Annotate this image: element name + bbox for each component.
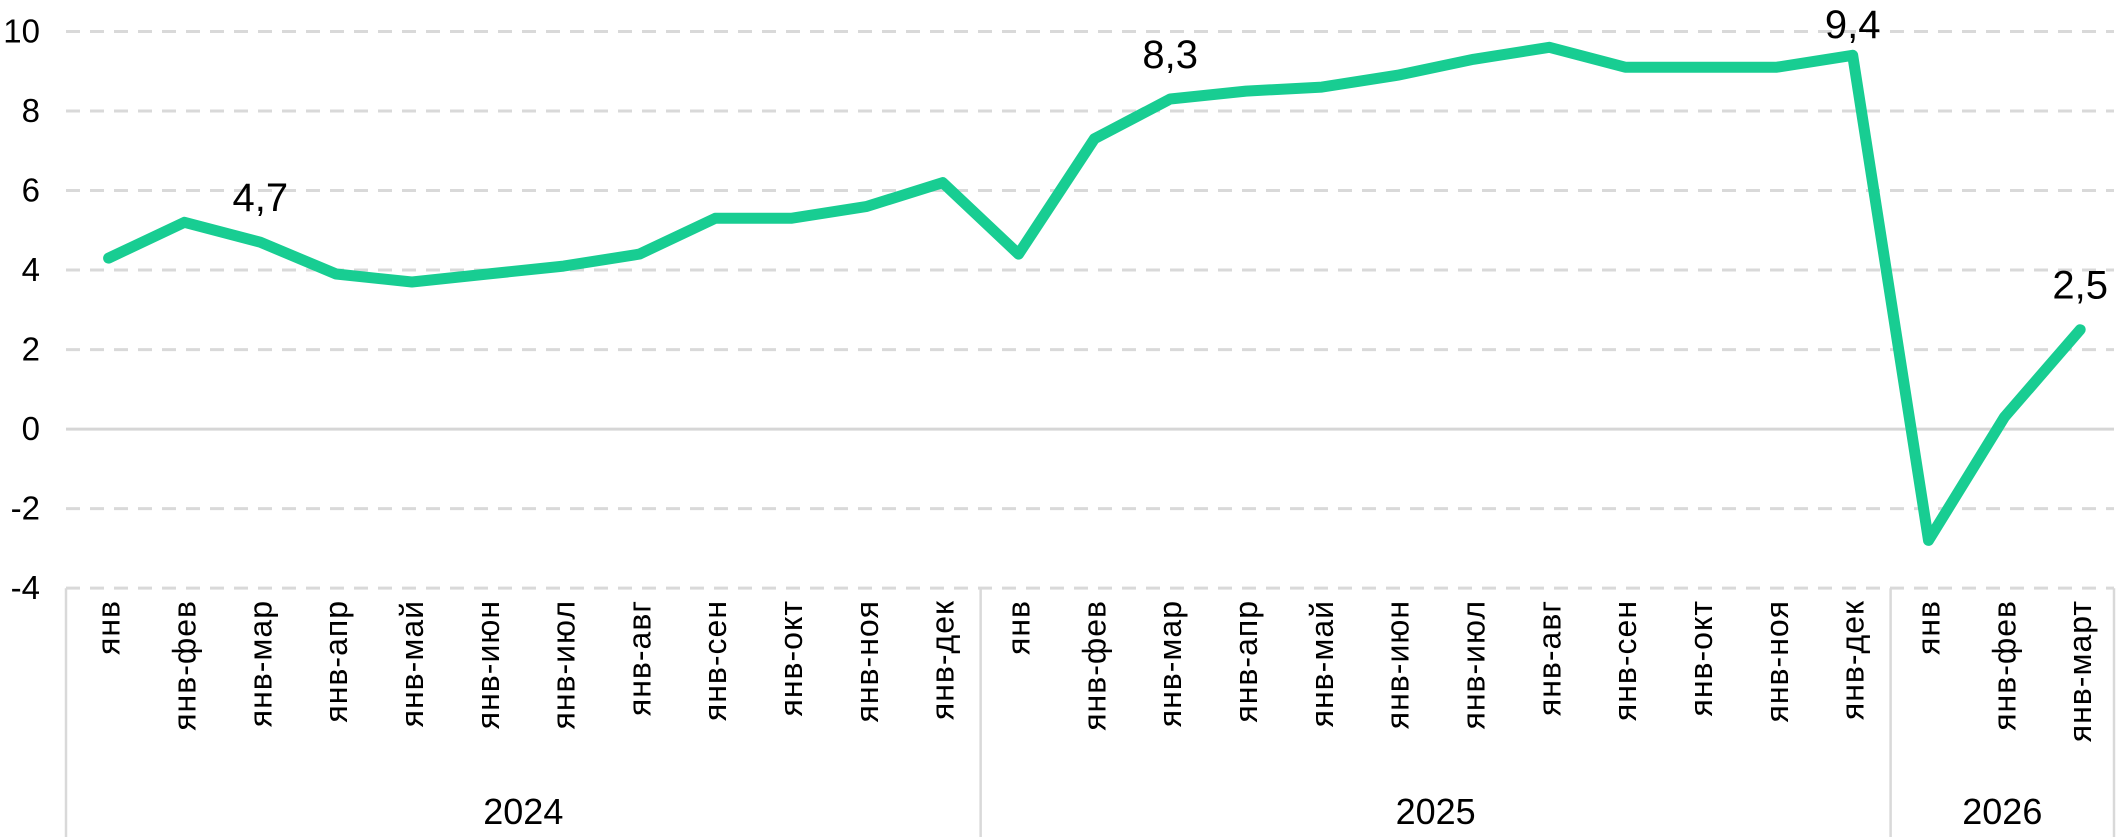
x-axis-tick-label: янв-ноя bbox=[849, 600, 885, 722]
data-point-label: 9,4 bbox=[1825, 3, 1881, 47]
y-axis-tick-label: 0 bbox=[22, 410, 40, 447]
data-point-label: 4,7 bbox=[232, 176, 288, 220]
y-axis-tick-label: 2 bbox=[22, 331, 40, 368]
year-label: 2025 bbox=[1396, 791, 1476, 832]
x-axis-tick-label: янв-авг bbox=[1531, 600, 1567, 716]
x-axis-tick-label: янв-май bbox=[1304, 600, 1340, 727]
x-axis-tick-label: янв-мар bbox=[242, 600, 278, 727]
x-axis-tick-label: янв-май bbox=[394, 600, 430, 727]
x-axis-tick-label: янв-апр bbox=[318, 600, 354, 723]
data-line bbox=[103, 41, 2086, 546]
y-axis-tick-label: 8 bbox=[22, 92, 40, 129]
x-axis-tick-label: янв-фев bbox=[1986, 600, 2022, 731]
x-axis-tick-label: янв-окт bbox=[1683, 600, 1719, 716]
x-axis-tick-label: янв-июл bbox=[546, 600, 582, 730]
y-axis-tick-label: -2 bbox=[11, 490, 40, 527]
x-axis-tick-label: янв-март bbox=[2062, 600, 2098, 742]
x-axis-tick-label: янв-июл bbox=[1456, 600, 1492, 730]
x-axis-tick-label: янв-дек bbox=[925, 600, 961, 720]
x-axis-tick-label: янв-сен bbox=[1607, 600, 1643, 721]
data-point-label: 8,3 bbox=[1142, 33, 1198, 77]
y-axis-tick-label: 4 bbox=[22, 251, 40, 288]
x-axis-tick-label: янв-июн bbox=[1380, 600, 1416, 729]
x-axis-tick-label: янв-фев bbox=[166, 600, 202, 731]
x-axis-tick-label: янв bbox=[91, 600, 127, 655]
x-axis-tick-label: янв-авг bbox=[621, 600, 657, 716]
year-label: 2026 bbox=[1962, 791, 2042, 832]
x-axis-tick-label: янв-ноя bbox=[1759, 600, 1795, 722]
x-axis-tick-label: янв bbox=[1001, 600, 1037, 655]
x-axis-tick-label: янв-окт bbox=[773, 600, 809, 716]
x-axis-tick-label: янв-мар bbox=[1152, 600, 1188, 727]
y-axis-tick-label: 6 bbox=[22, 172, 40, 209]
x-axis-tick-label: янв-дек bbox=[1835, 600, 1871, 720]
data-point-label: 2,5 bbox=[2052, 264, 2108, 308]
y-axis-tick-label: 10 bbox=[3, 12, 40, 49]
year-label: 2024 bbox=[483, 791, 563, 832]
x-axis-tick-label: янв-фев bbox=[1076, 600, 1112, 731]
x-axis-tick-label: янв-июн bbox=[470, 600, 506, 729]
x-axis-tick-label: янв-сен bbox=[697, 600, 733, 721]
x-axis-tick-label: янв-апр bbox=[1228, 600, 1264, 723]
x-axis-tick-label: янв bbox=[1911, 600, 1947, 655]
y-axis-tick-label: -4 bbox=[11, 569, 40, 606]
